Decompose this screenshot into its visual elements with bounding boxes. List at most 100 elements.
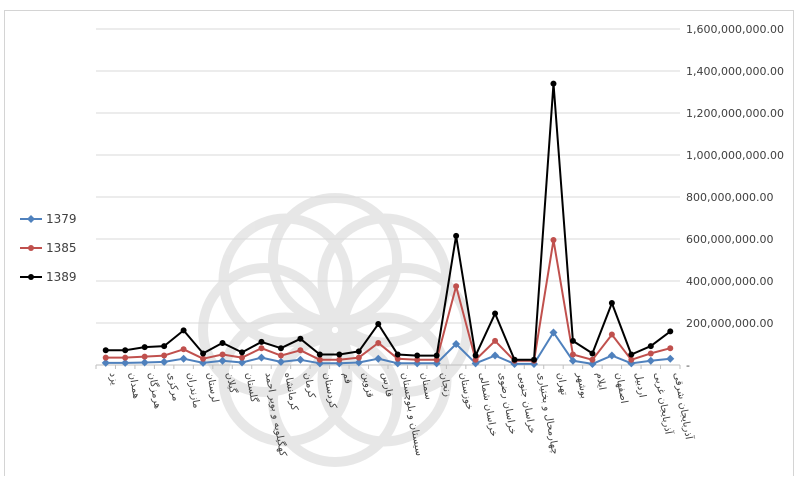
data-point-1379 — [549, 328, 558, 337]
data-point-1385 — [102, 354, 109, 361]
x-tick-label: یزد — [107, 372, 120, 387]
data-point-1385 — [200, 355, 207, 362]
y-tick-label: 1,000,000,000.00 — [686, 149, 784, 162]
watermark-ring — [218, 312, 353, 447]
data-point-1385 — [453, 283, 460, 290]
data-point-1385 — [608, 331, 615, 338]
data-point-1389 — [647, 343, 654, 350]
x-tick-label: خراسان شمالی — [477, 372, 499, 438]
data-point-1389 — [569, 337, 576, 344]
data-point-1385 — [375, 339, 382, 346]
data-point-1389 — [180, 327, 187, 334]
data-point-1379 — [646, 356, 655, 365]
data-point-1385 — [219, 351, 226, 358]
data-point-1379 — [218, 356, 227, 365]
y-tick-label: 1,400,000,000.00 — [686, 65, 784, 78]
x-tick-label: آذربایجان شرقی — [671, 371, 696, 441]
data-point-1379 — [607, 351, 616, 360]
data-point-1385 — [239, 354, 245, 361]
x-tick-label: آذربایجان غربی — [652, 371, 676, 436]
data-point-1389 — [258, 338, 265, 345]
x-tick-label: اصفهان — [613, 372, 629, 405]
data-point-1389 — [511, 356, 518, 363]
x-tick-label: گیلان — [224, 371, 240, 394]
data-point-1385 — [394, 355, 401, 362]
watermark-ring — [268, 333, 402, 467]
data-point-1389 — [297, 335, 304, 342]
watermark-emblem — [198, 193, 472, 467]
x-tick-label: زنجان — [438, 372, 453, 398]
data-point-1389 — [336, 351, 343, 358]
y-tick-label: 200,000,000.00 — [686, 317, 773, 330]
x-tick-label: ایلام — [593, 372, 607, 391]
data-point-1379 — [121, 358, 130, 367]
legend-marker-1379 — [27, 215, 35, 223]
data-point-1379 — [276, 357, 285, 366]
data-point-1385 — [550, 237, 557, 244]
data-point-1385 — [336, 356, 343, 363]
legend-label-1379: 1379 — [46, 212, 77, 226]
data-point-1385 — [492, 337, 499, 344]
y-tick-label: 1,600,000,000.00 — [686, 23, 784, 36]
watermark-ring — [317, 312, 452, 447]
data-point-1379 — [666, 354, 675, 363]
y-tick-label: 400,000,000.00 — [686, 275, 773, 288]
data-point-1379 — [393, 359, 402, 368]
x-tick-label: قزوین — [360, 372, 375, 399]
x-tick-label: اردبیل — [632, 372, 647, 399]
x-tick-label: لرستان — [204, 372, 220, 404]
y-tick-label: - — [686, 359, 690, 372]
data-point-1389 — [122, 347, 129, 354]
data-point-1385 — [667, 345, 674, 352]
data-point-1385 — [180, 346, 187, 353]
x-tick-label: فارس — [379, 372, 394, 399]
legend-label-1389: 1389 — [46, 270, 77, 284]
legend-label-1385: 1385 — [46, 241, 77, 255]
data-point-1385 — [647, 350, 654, 357]
data-point-1385 — [472, 356, 479, 363]
data-point-1379 — [257, 353, 266, 362]
x-tick-label: هرمزگان — [146, 371, 164, 409]
data-point-1389 — [628, 351, 635, 358]
data-point-1389 — [141, 344, 148, 351]
data-point-1389 — [414, 352, 421, 359]
data-point-1389 — [492, 310, 499, 317]
data-point-1385 — [316, 356, 323, 363]
data-point-1389 — [453, 232, 460, 239]
data-point-1385 — [258, 345, 265, 352]
data-point-1385 — [433, 356, 440, 363]
series-line-1389 — [105, 82, 671, 361]
data-point-1379 — [160, 357, 169, 366]
data-point-1385 — [141, 353, 148, 360]
data-point-1389 — [355, 348, 362, 355]
data-point-1389 — [316, 351, 323, 358]
x-tick-label: بوشهر — [574, 371, 590, 400]
data-point-1385 — [414, 356, 421, 363]
data-point-1389 — [219, 339, 226, 346]
x-tick-label: مازندران — [185, 372, 202, 410]
data-point-1389 — [102, 347, 109, 354]
legend-marker-1385 — [28, 245, 34, 251]
data-point-1385 — [161, 352, 168, 359]
data-point-1389 — [161, 343, 168, 350]
data-point-1379 — [238, 358, 246, 367]
data-point-1389 — [277, 345, 284, 352]
y-tick-label: 1,200,000,000.00 — [686, 107, 784, 120]
legend-marker-1389 — [28, 274, 34, 280]
data-point-1389 — [375, 321, 382, 328]
chart-border — [4, 10, 794, 476]
watermark-ring — [198, 263, 332, 397]
x-tick-label: خراسان جنوبی — [516, 372, 538, 435]
data-point-1389 — [667, 328, 674, 335]
y-tick-label: 600,000,000.00 — [686, 233, 773, 246]
data-point-1379 — [179, 354, 188, 363]
x-tick-label: همدان — [126, 372, 141, 400]
x-tick-label: مرکزی — [165, 372, 181, 402]
data-point-1379 — [374, 354, 383, 363]
x-tick-label: خوزستان — [457, 372, 474, 411]
data-point-1389 — [550, 80, 557, 87]
data-point-1389 — [200, 350, 207, 357]
data-point-1389 — [589, 350, 596, 357]
data-point-1385 — [355, 354, 362, 361]
